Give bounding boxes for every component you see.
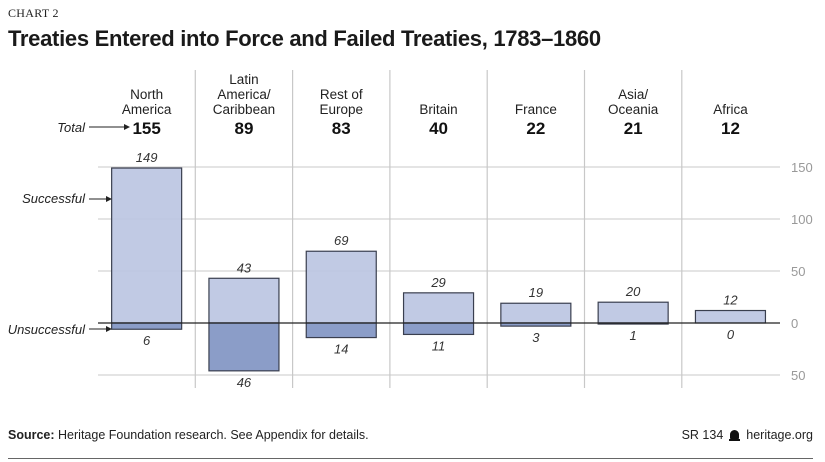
source-note: Source: Heritage Foundation research. Se… xyxy=(8,428,369,442)
unsuccessful-annotation: Unsuccessful xyxy=(8,322,86,337)
successful-value-label: 12 xyxy=(723,293,738,308)
category-label: Latin xyxy=(229,72,258,87)
category-label: Caribbean xyxy=(213,102,275,117)
category-label: Oceania xyxy=(608,102,659,117)
successful-value-label: 29 xyxy=(430,275,445,290)
bar-successful xyxy=(597,301,669,324)
bar-unsuccessful xyxy=(111,322,183,330)
category-total: 89 xyxy=(234,119,253,138)
y-tick-label: 0 xyxy=(791,316,798,331)
total-annotation: Total xyxy=(57,120,86,135)
site-link[interactable]: heritage.org xyxy=(746,428,813,442)
unsuccessful-value-label: 46 xyxy=(237,375,252,390)
bar-successful xyxy=(305,250,377,324)
category-label: America xyxy=(122,102,172,117)
successful-arrow-head xyxy=(106,196,112,202)
category-total: 40 xyxy=(429,119,448,138)
category-label: Rest of xyxy=(320,87,363,102)
successful-value-label: 43 xyxy=(237,260,252,275)
y-tick-label: 50 xyxy=(791,264,805,279)
successful-value-label: 69 xyxy=(334,233,348,248)
unsuccessful-value-label: 11 xyxy=(432,338,446,353)
report-id: SR 134 xyxy=(681,428,724,442)
gridlines xyxy=(98,166,780,376)
successful-value-label: 19 xyxy=(529,285,543,300)
annotations: Total Successful Unsuccessful xyxy=(8,120,130,337)
liberty-bell-icon xyxy=(729,429,741,441)
y-tick-label: 50 xyxy=(791,368,805,383)
unsuccessful-value-label: 3 xyxy=(532,330,540,345)
category-label: Asia/ xyxy=(618,87,648,102)
category-label: Europe xyxy=(319,102,363,117)
category-total: 21 xyxy=(624,119,643,138)
unsuccessful-value-label: 0 xyxy=(727,327,735,342)
category-label: America/ xyxy=(217,87,271,102)
category-label: Africa xyxy=(713,102,748,117)
bar-unsuccessful xyxy=(305,322,377,339)
bar-successful xyxy=(111,167,183,324)
successful-value-label: 20 xyxy=(625,284,641,299)
bar-unsuccessful xyxy=(402,322,475,336)
chart-title: Treaties Entered into Force and Failed T… xyxy=(8,26,601,51)
y-tick-label: 150 xyxy=(791,160,813,175)
source-text: Heritage Foundation research. See Append… xyxy=(54,428,369,442)
chart-number-label: CHART 2 xyxy=(8,6,59,20)
unsuccessful-arrow-head xyxy=(106,326,112,332)
bar-successful xyxy=(208,277,280,324)
category-total: 22 xyxy=(526,119,545,138)
total-arrow-head xyxy=(124,124,130,130)
bar-successful xyxy=(402,292,475,324)
category-total: 155 xyxy=(132,119,160,138)
successful-annotation: Successful xyxy=(22,191,86,206)
unsuccessful-value-label: 1 xyxy=(630,328,637,343)
y-tick-label: 100 xyxy=(791,212,813,227)
y-axis-ticks: 150 100 50 0 50 xyxy=(791,160,813,383)
category-total: 12 xyxy=(721,119,740,138)
successful-value-label: 149 xyxy=(136,150,158,165)
bar-successful xyxy=(500,302,572,324)
bar-unsuccessful xyxy=(208,322,280,372)
bar-successful xyxy=(694,309,767,324)
category-label: Britain xyxy=(419,102,457,117)
bottom-rule xyxy=(8,458,813,459)
source-label: Source: xyxy=(8,428,55,442)
bars xyxy=(111,167,767,372)
category-label: France xyxy=(515,102,557,117)
category-total: 83 xyxy=(332,119,351,138)
unsuccessful-value-label: 14 xyxy=(334,342,348,357)
column-dividers xyxy=(194,70,683,388)
category-label: North xyxy=(130,87,163,102)
footer-credit: SR 134 heritage.org xyxy=(682,428,813,442)
unsuccessful-value-label: 6 xyxy=(143,333,151,348)
